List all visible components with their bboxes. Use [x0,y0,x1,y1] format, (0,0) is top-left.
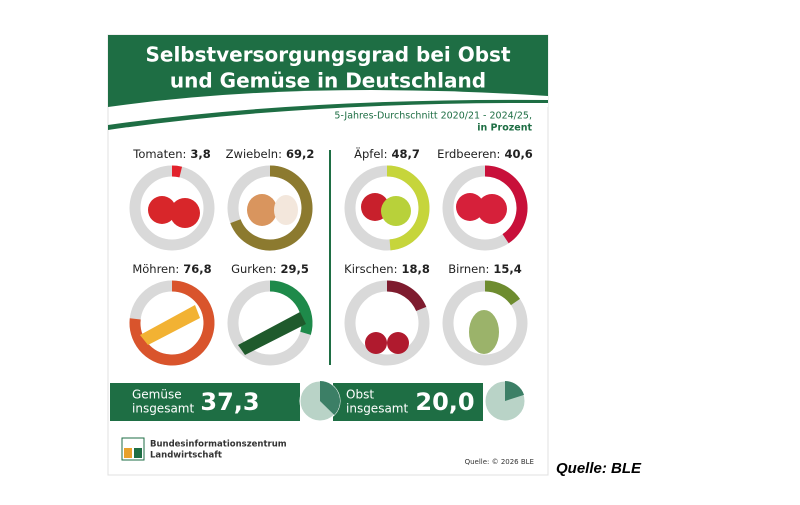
category-name: Birnen: [448,262,489,276]
gauge-arc [386,165,430,251]
category-name: Gurken: [231,262,276,276]
gauge-arc [171,165,183,178]
gauge-arc [484,165,528,244]
chart-title: Selbstversorgungsgrad bei Obst [145,43,510,67]
category-name: Möhren: [132,262,179,276]
value-label: 29,5 [281,262,309,276]
source: Quelle: © 2026 BLE [465,458,534,466]
category-name: Kirschen: [344,262,397,276]
total-pie-slice [320,381,340,415]
value-label: 18,8 [401,262,429,276]
total-bar [110,383,300,421]
gauge-label: Tomaten: 3,8 [132,147,210,161]
gauge-label: Erdbeeren: 40,6 [437,147,533,161]
category-name: Tomaten: [132,147,186,161]
total-label: insgesamt [132,402,194,416]
category-name: Zwiebeln: [226,147,282,161]
gauge-label: Möhren: 76,8 [132,262,211,276]
caption: Quelle: BLE [556,460,642,477]
total-label: Obst [346,388,374,402]
value-label: 15,4 [493,262,521,276]
total-bar [333,383,483,421]
total-label: insgesamt [346,402,408,416]
value-label: 40,6 [504,147,532,161]
chart-title: und Gemüse in Deutschland [170,69,486,93]
gauge-label: Gurken: 29,5 [231,262,309,276]
value-label: 3,8 [190,147,210,161]
gauge-label: Birnen: 15,4 [448,262,522,276]
total-label: Gemüse [132,388,182,402]
gauge-arc [269,280,313,335]
subtitle: in Prozent [477,123,532,134]
gauge-arc [484,280,520,306]
org-name: Bundesinformationszentrum [150,440,287,450]
total-pie-slice [505,381,525,401]
category-name: Erdbeeren: [437,147,500,161]
category-name: Äpfel: [354,146,387,161]
gauge-label: Kirschen: 18,8 [344,262,430,276]
icons [140,193,507,355]
subtitle: 5-Jahres-Durchschnitt 2020/21 - 2024/25, [334,111,532,122]
header-curve [108,99,548,130]
gauge-label: Zwiebeln: 69,2 [226,147,315,161]
value-label: 48,7 [392,147,420,161]
logo [121,437,145,461]
gauge-arc [230,165,313,251]
org-name: Landwirtschaft [150,451,222,461]
value-label: 69,2 [286,147,314,161]
total-value: 20,0 [415,388,474,416]
gauge-arc [129,280,215,366]
gauge-arc [386,280,427,312]
value-label: 76,8 [183,262,211,276]
gauge-label: Äpfel: 48,7 [354,146,420,161]
total-value: 37,3 [200,388,259,416]
